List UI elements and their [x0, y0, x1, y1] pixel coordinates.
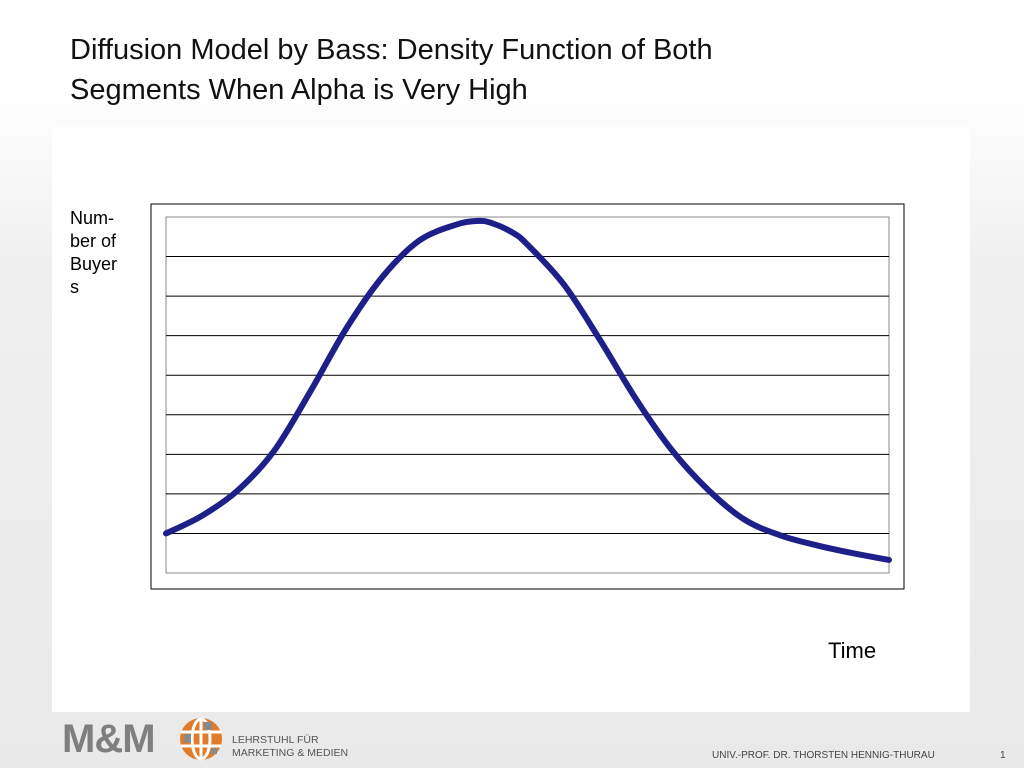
- data-point: [452, 222, 458, 228]
- data-point: [814, 542, 820, 548]
- footer-logo: M&M: [62, 717, 156, 761]
- data-point: [416, 238, 422, 244]
- data-point: [741, 517, 747, 523]
- slide-title: Diffusion Model by Bass: Density Functio…: [70, 30, 950, 110]
- data-point: [380, 273, 386, 279]
- data-point: [886, 557, 892, 563]
- x-axis-label: Time: [828, 638, 877, 663]
- data-point: [271, 447, 277, 453]
- plot-area: [165, 216, 890, 574]
- institute-line-1: LEHRSTUHL FÜR: [232, 734, 319, 746]
- data-point: [235, 487, 241, 493]
- data-point: [778, 532, 784, 538]
- data-point: [597, 337, 603, 343]
- data-point: [199, 513, 205, 519]
- institute-name: LEHRSTUHL FÜR MARKETING & MEDIEN: [232, 734, 348, 760]
- data-point: [474, 218, 480, 224]
- page-number: 1: [1000, 750, 1006, 761]
- data-point: [488, 220, 494, 226]
- slide-title-line-2: Segments When Alpha is Very High: [70, 74, 528, 106]
- data-point: [525, 242, 530, 248]
- data-point: [163, 530, 169, 536]
- data-point: [561, 281, 567, 287]
- data-point: [669, 447, 675, 453]
- y-axis-label: Num- ber of Buyer s: [70, 208, 118, 297]
- data-point: [510, 230, 516, 236]
- footer-professor: UNIV.-PROF. DR. THORSTEN HENNIG-THURAU: [712, 750, 935, 761]
- data-point: [705, 487, 711, 493]
- data-point: [633, 396, 639, 402]
- data-point: [850, 550, 856, 556]
- slide-title-line-1: Diffusion Model by Bass: Density Functio…: [70, 34, 713, 66]
- data-point: [344, 325, 350, 331]
- institute-line-2: MARKETING & MEDIEN: [232, 747, 349, 759]
- globe-logo-icon: [180, 717, 222, 761]
- data-point: [308, 388, 314, 394]
